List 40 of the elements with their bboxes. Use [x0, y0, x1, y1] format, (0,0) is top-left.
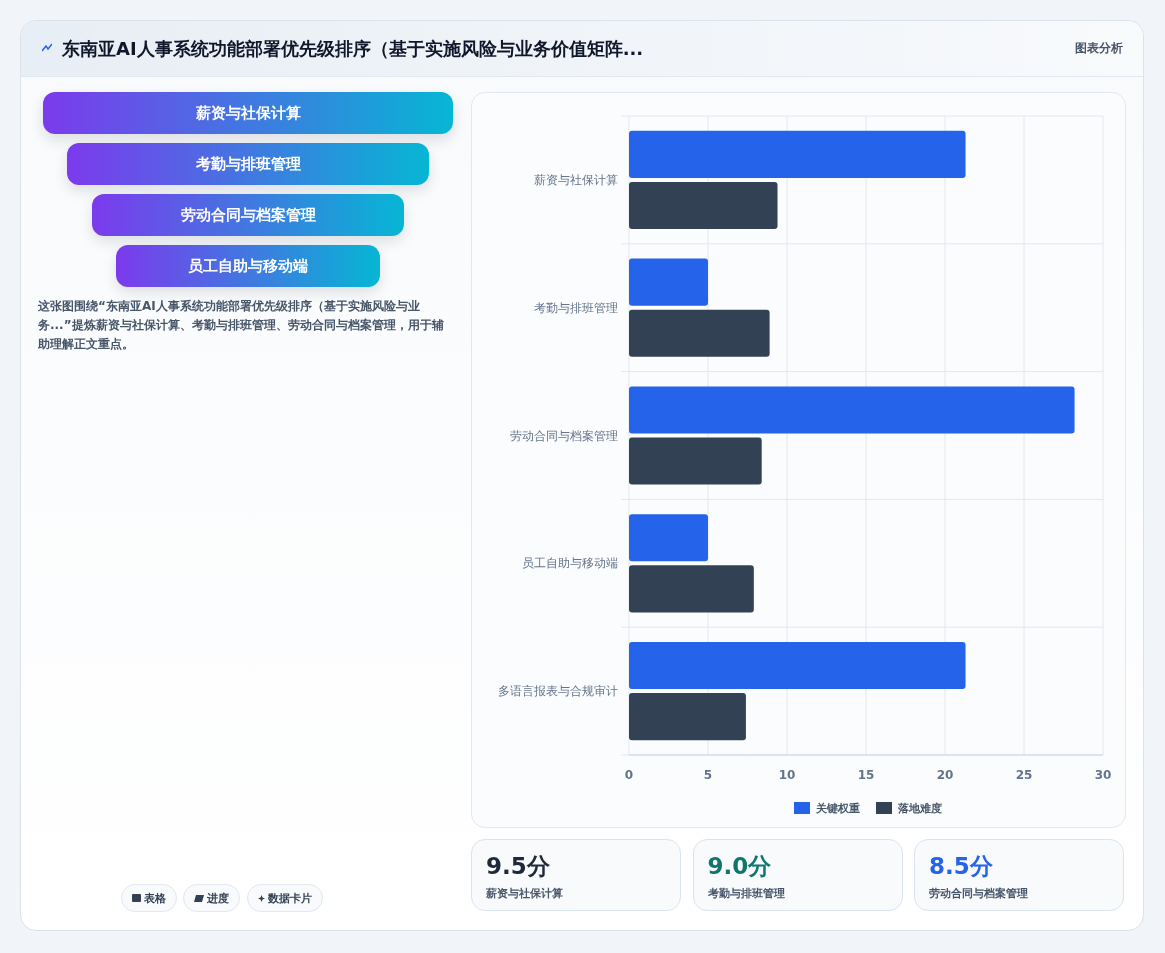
x-tick-label: 30 [1094, 768, 1112, 782]
category-label: 数据卡片 [247, 884, 323, 912]
bar [629, 693, 746, 741]
bar [629, 130, 966, 178]
bar [629, 514, 708, 562]
category-label: 表格 [121, 884, 177, 912]
x-tick-label: 10 [778, 768, 796, 782]
y-tick-label: 薪资与社保计算 [534, 172, 618, 187]
text: 8.5分 [929, 853, 993, 879]
y-tick-label: 考勤与排班管理 [534, 300, 618, 315]
category-label: 考勤与排班管理 [67, 143, 429, 185]
x-tick-label: 15 [857, 768, 875, 782]
bar [629, 641, 966, 690]
legend-label: 落地难度 [897, 802, 942, 815]
text: 9.5分 [486, 853, 550, 879]
bar [629, 386, 1075, 434]
x-tick-label: 0 [624, 768, 634, 782]
bar [629, 258, 708, 306]
text: 这张图围绕“东南亚AI人事系统功能部署优先级排序（基于实施风险与业务...”提炼薪资与社保计算、考勤与排班管理、劳动合同与档案管理，用于辅助理解正文重点。 [38, 298, 445, 353]
text: 图表分析 [1075, 40, 1123, 57]
bar [629, 437, 762, 485]
bar [629, 309, 770, 357]
y-tick-label: 多语言报表与合规审计 [498, 684, 618, 699]
y-tick-label: 劳动合同与档案管理 [510, 428, 618, 443]
text: 东南亚AI人事系统功能部署优先级排序（基于实施风险与业务价值矩阵... [62, 37, 644, 61]
text: 9.0分 [707, 853, 772, 879]
category-label: 考勤与排班管理 [707, 886, 785, 901]
x-tick-label: 25 [1015, 768, 1033, 782]
x-tick-label: 5 [703, 768, 713, 782]
category-label: 薪资与社保计算 [486, 886, 563, 901]
y-tick-label: 员工自助与移动端 [522, 556, 618, 571]
category-label: 进度 [183, 884, 240, 912]
category-label: 劳动合同与档案管理 [92, 194, 404, 236]
category-label: 员工自助与移动端 [116, 245, 380, 287]
bar [629, 565, 754, 613]
category-label: 劳动合同与档案管理 [929, 886, 1028, 901]
category-label: 薪资与社保计算 [43, 92, 453, 134]
bar [629, 181, 778, 230]
legend-label: 关键权重 [815, 802, 860, 815]
x-tick-label: 20 [936, 768, 954, 782]
